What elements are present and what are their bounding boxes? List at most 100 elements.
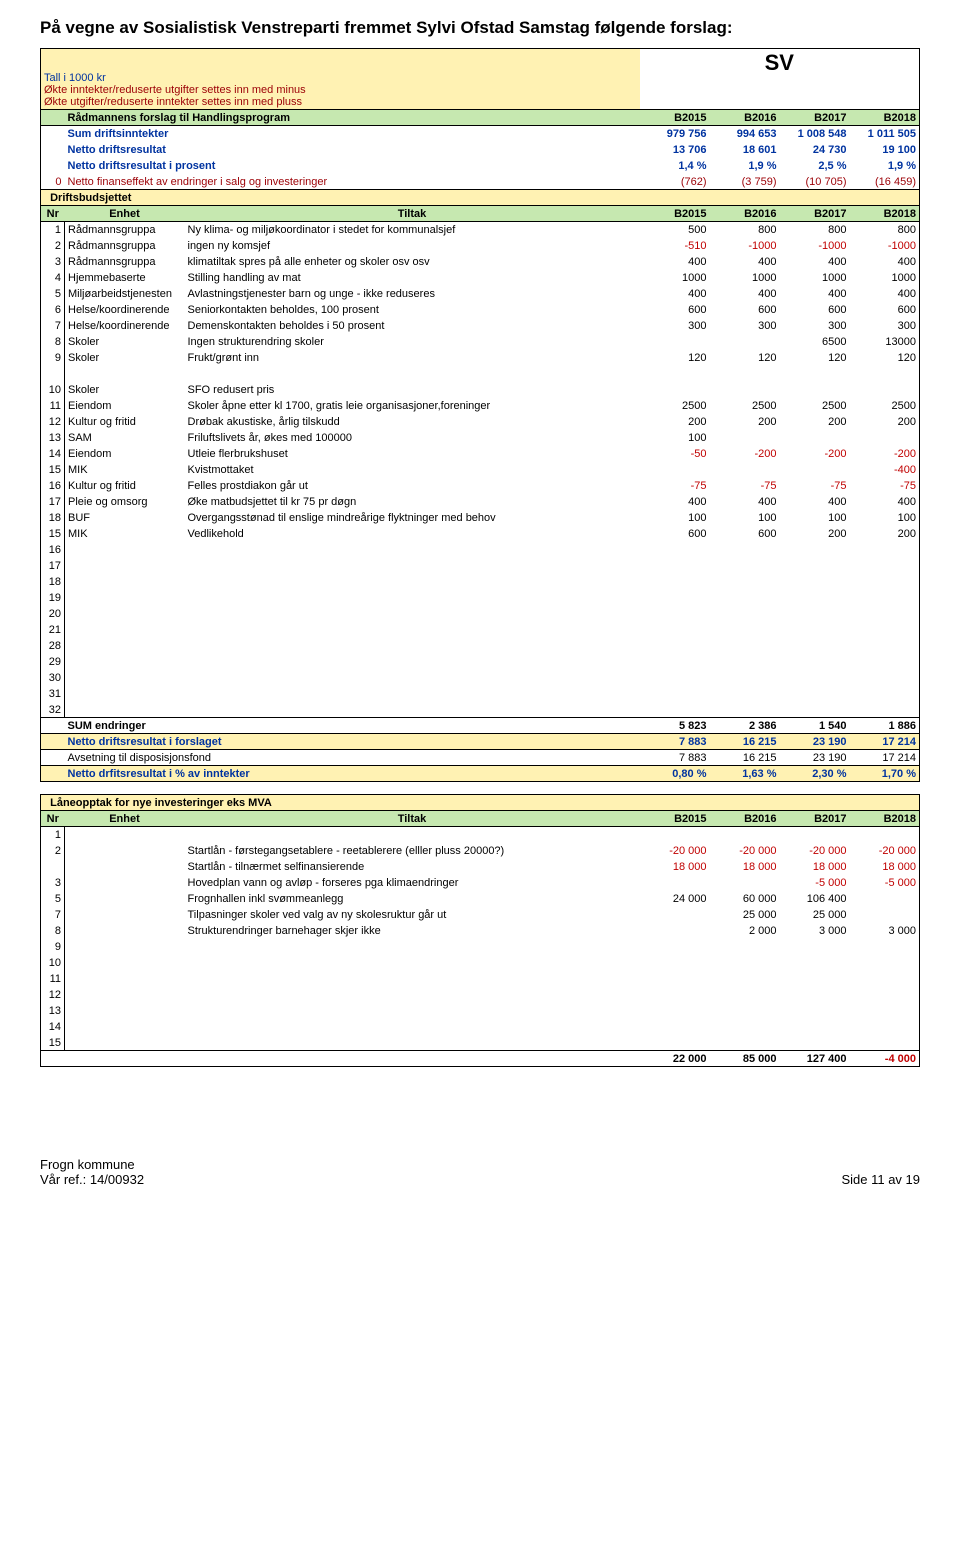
row-value: 400 (640, 253, 710, 269)
row-value (710, 1002, 780, 1018)
netto-forslag-label: Netto driftsresultat i forslaget (65, 733, 640, 749)
row-value (850, 1002, 920, 1018)
row-value (850, 541, 920, 557)
row-value: -5 000 (780, 874, 850, 890)
row-value (640, 461, 710, 477)
row-nr: 8 (41, 922, 65, 938)
row-value: 25 000 (780, 906, 850, 922)
row-value (710, 1034, 780, 1050)
row-value: -75 (780, 477, 850, 493)
row-value (710, 938, 780, 954)
row-enhet (65, 1002, 185, 1018)
row-nr: 14 (41, 445, 65, 461)
row-tiltak: Frognhallen inkl svømmeanlegg (185, 890, 640, 906)
row-value: -20 000 (780, 842, 850, 858)
row-value: 300 (850, 317, 920, 333)
loan-section-title: Låneopptak for nye investeringer eks MVA (41, 794, 920, 810)
row-value (850, 701, 920, 717)
row-value (640, 621, 710, 637)
row-value (640, 826, 710, 842)
row-value: 600 (850, 301, 920, 317)
row-value (850, 621, 920, 637)
row-value (780, 429, 850, 445)
row-tiltak: Friluftslivets år, økes med 100000 (185, 429, 640, 445)
row-value (850, 573, 920, 589)
row-value: 2500 (640, 397, 710, 413)
row-value (780, 1034, 850, 1050)
row-value (850, 1034, 920, 1050)
row-tiltak (185, 605, 640, 621)
row-enhet: Kultur og fritid (65, 413, 185, 429)
row-value (780, 826, 850, 842)
row-enhet: Helse/koordinerende (65, 301, 185, 317)
row-enhet: Skoler (65, 381, 185, 397)
row-value (710, 461, 780, 477)
row-tiltak: Vedlikehold (185, 525, 640, 541)
row-value (780, 461, 850, 477)
row-value: 2 000 (710, 922, 780, 938)
row-nr: 15 (41, 1034, 65, 1050)
row-value (710, 589, 780, 605)
row-enhet (65, 1034, 185, 1050)
row-tiltak: Ingen strukturendring skoler (185, 333, 640, 349)
row-value: 120 (710, 349, 780, 365)
row-tiltak: Startlån - førstegangsetablere - reetabl… (185, 842, 640, 858)
row-value: 400 (850, 253, 920, 269)
row-value: 400 (710, 285, 780, 301)
row-nr: 17 (41, 557, 65, 573)
shaded-l3: Økte utgifter/reduserte inntekter settes… (44, 96, 637, 108)
row-tiltak (185, 541, 640, 557)
row-value (780, 954, 850, 970)
row-enhet (65, 669, 185, 685)
row-enhet (65, 605, 185, 621)
row-value (850, 826, 920, 842)
row-tiltak (185, 1034, 640, 1050)
row-value (640, 1034, 710, 1050)
row-nr: 20 (41, 605, 65, 621)
row-value (780, 653, 850, 669)
row-value: 600 (640, 525, 710, 541)
footer-org: Frogn kommune (40, 1157, 144, 1172)
shaded-l2: Økte inntekter/reduserte utgifter settes… (44, 84, 637, 96)
row-value (850, 381, 920, 397)
row-value: 18 000 (850, 858, 920, 874)
row-tiltak (185, 970, 640, 986)
row-enhet: Miljøarbeidstjenesten (65, 285, 185, 301)
row-tiltak (185, 938, 640, 954)
row-value: 200 (780, 413, 850, 429)
row-value (710, 874, 780, 890)
loan-sum-value: 85 000 (710, 1050, 780, 1066)
row-value: 100 (710, 509, 780, 525)
row-value (850, 1018, 920, 1034)
row-value: 6500 (780, 333, 850, 349)
row-value: -400 (850, 461, 920, 477)
row-nr: 3 (41, 874, 65, 890)
row-value: -50 (640, 445, 710, 461)
row-value: -1000 (850, 237, 920, 253)
row-nr: 32 (41, 701, 65, 717)
row-value: 120 (780, 349, 850, 365)
row-value (640, 669, 710, 685)
row-value (710, 429, 780, 445)
row-value (640, 685, 710, 701)
row-value: 800 (710, 221, 780, 237)
row-tiltak (185, 653, 640, 669)
row-value: 600 (710, 525, 780, 541)
row-nr: 8 (41, 333, 65, 349)
row-value (640, 1002, 710, 1018)
row-value (780, 557, 850, 573)
row-value: 1000 (780, 269, 850, 285)
row-value: -20 000 (710, 842, 780, 858)
row-nr: 13 (41, 1002, 65, 1018)
row-value (710, 970, 780, 986)
row-value (780, 589, 850, 605)
row-value (640, 954, 710, 970)
row-nr: 18 (41, 509, 65, 525)
row-enhet: Skoler (65, 349, 185, 365)
row-tiltak: Tilpasninger skoler ved valg av ny skole… (185, 906, 640, 922)
row-nr: 17 (41, 493, 65, 509)
row-value: 300 (710, 317, 780, 333)
row-enhet: Pleie og omsorg (65, 493, 185, 509)
row-value (780, 1002, 850, 1018)
row-value (710, 685, 780, 701)
